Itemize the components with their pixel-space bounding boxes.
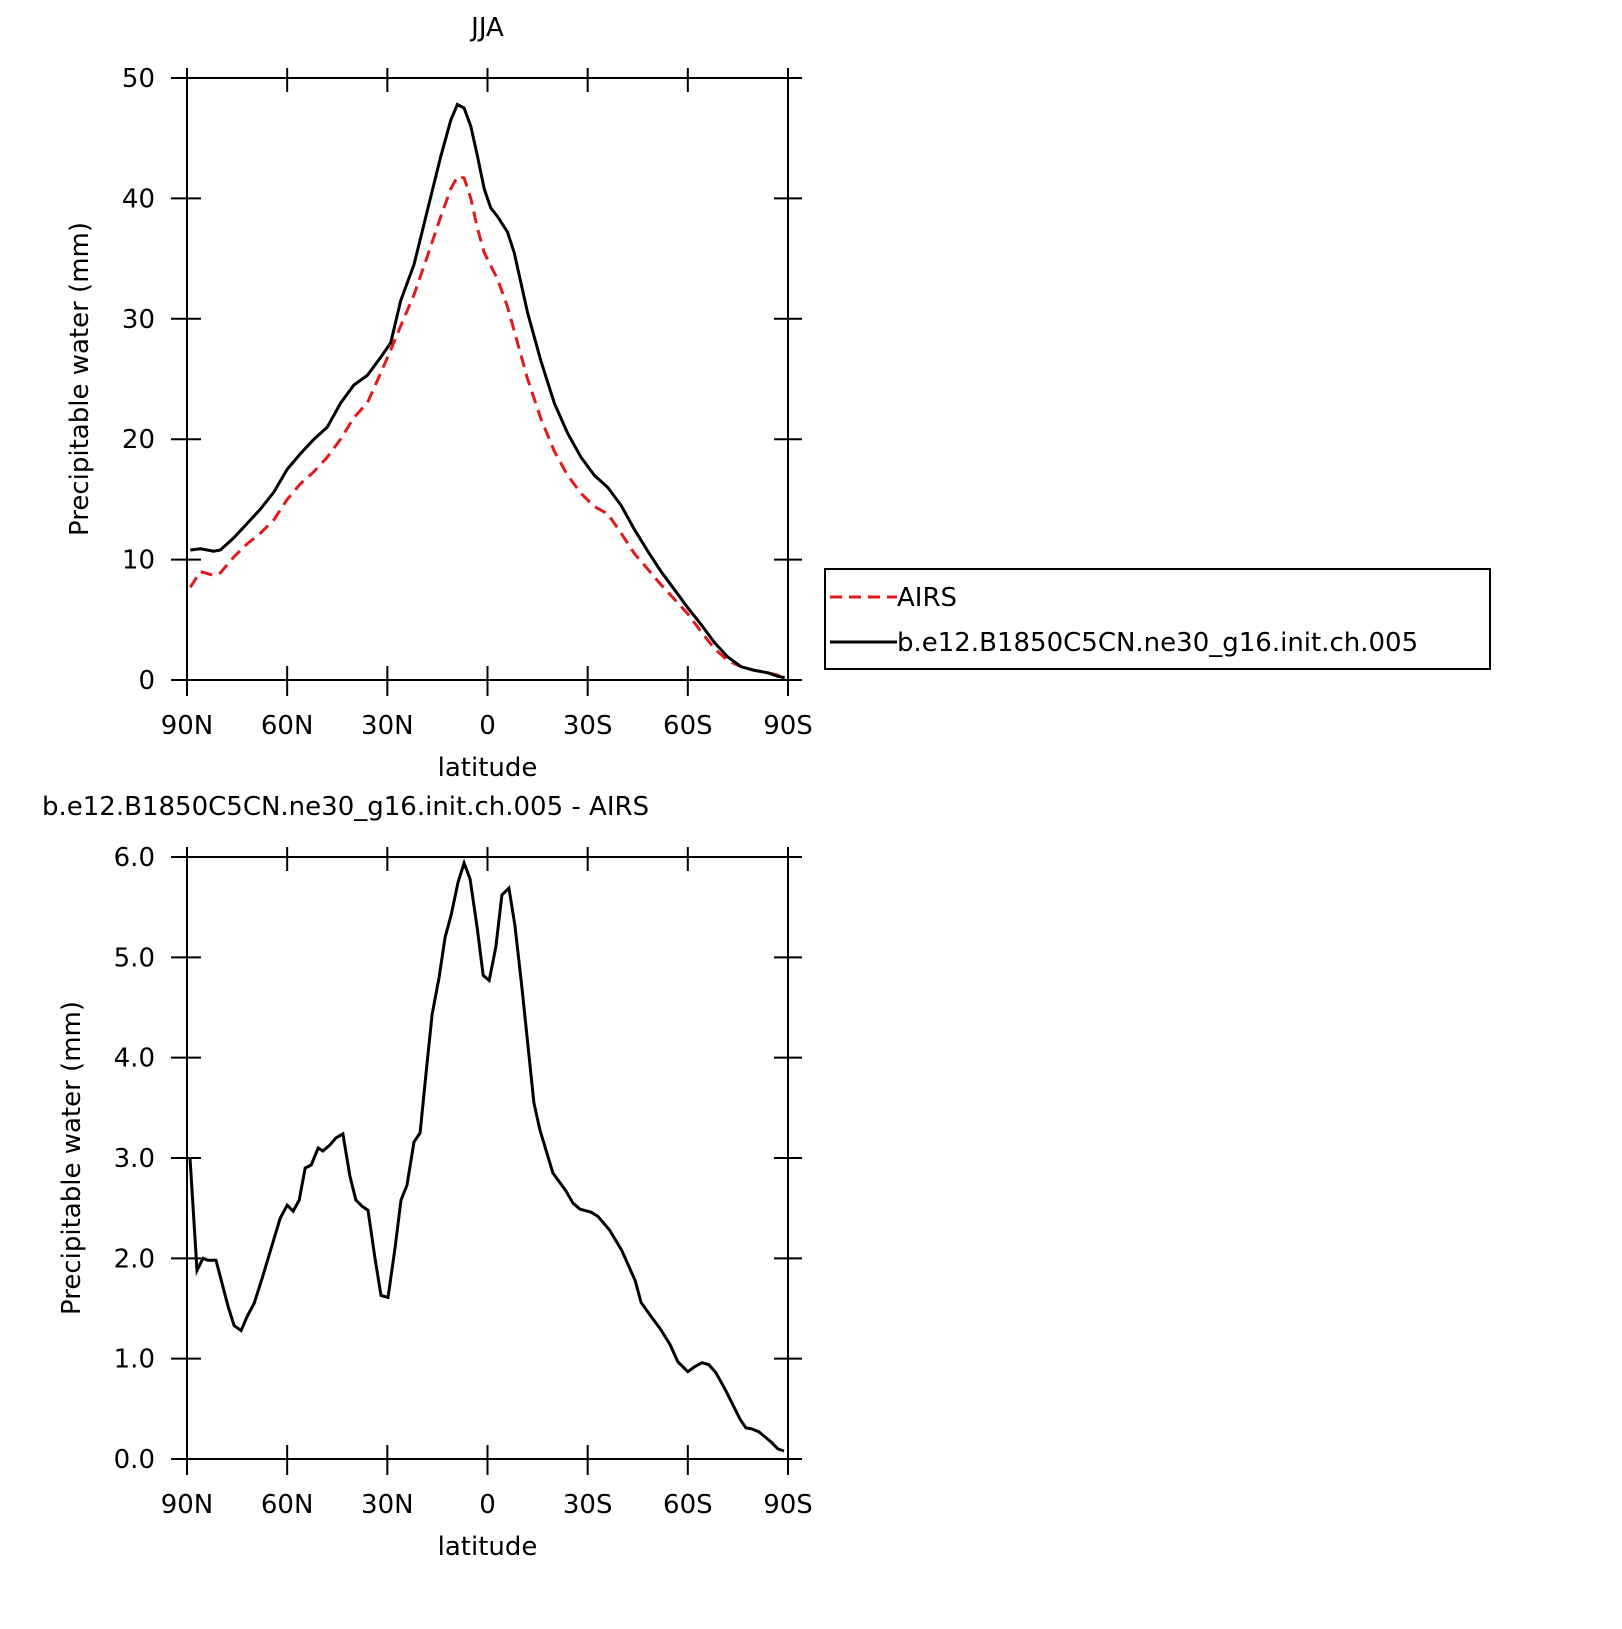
x-tick-label: 60S (663, 711, 713, 741)
x-tick-label: 30S (563, 711, 613, 741)
x-tick-label: 60N (261, 1490, 314, 1520)
y-axis-label: Precipitable water (mm) (57, 1001, 87, 1315)
x-tick-label: 90S (763, 711, 813, 741)
y-tick-label: 10 (122, 546, 155, 576)
y-tick-label: 1.0 (114, 1345, 155, 1375)
y-tick-label: 3.0 (114, 1144, 155, 1174)
x-tick-label: 0 (479, 711, 496, 741)
data-line (189, 175, 786, 680)
chart-title: b.e12.B1850C5CN.ne30_g16.init.ch.005 - A… (42, 792, 649, 822)
y-tick-label: 5.0 (114, 943, 155, 973)
legend-label: AIRS (897, 583, 957, 613)
legend-box (824, 568, 1491, 670)
chart-title: JJA (469, 13, 504, 43)
x-tick-label: 30N (361, 711, 414, 741)
x-tick-label: 90S (763, 1490, 813, 1520)
x-tick-label: 0 (479, 1490, 496, 1520)
plot-frame (186, 856, 789, 1460)
x-tick-label: 60N (261, 711, 314, 741)
y-tick-label: 2.0 (114, 1244, 155, 1274)
y-tick-label: 0.0 (114, 1445, 155, 1475)
y-tick-label: 50 (122, 64, 155, 94)
x-axis-label: latitude (438, 753, 538, 783)
x-tick-label: 30N (361, 1490, 414, 1520)
plot-frame (186, 77, 789, 681)
y-tick-label: 0 (138, 666, 155, 696)
x-tick-label: 90N (161, 711, 214, 741)
y-tick-label: 4.0 (114, 1044, 155, 1074)
legend-label: b.e12.B1850C5CN.ne30_g16.init.ch.005 (897, 628, 1418, 658)
x-tick-label: 60S (663, 1490, 713, 1520)
data-line (188, 858, 785, 1453)
y-tick-label: 30 (122, 305, 155, 335)
y-axis-label: Precipitable water (mm) (65, 222, 95, 536)
x-tick-label: 30S (563, 1490, 613, 1520)
y-tick-label: 20 (122, 425, 155, 455)
y-tick-label: 40 (122, 184, 155, 214)
x-tick-label: 90N (161, 1490, 214, 1520)
x-axis-label: latitude (438, 1532, 538, 1562)
data-line (190, 102, 785, 680)
y-tick-label: 6.0 (114, 843, 155, 873)
